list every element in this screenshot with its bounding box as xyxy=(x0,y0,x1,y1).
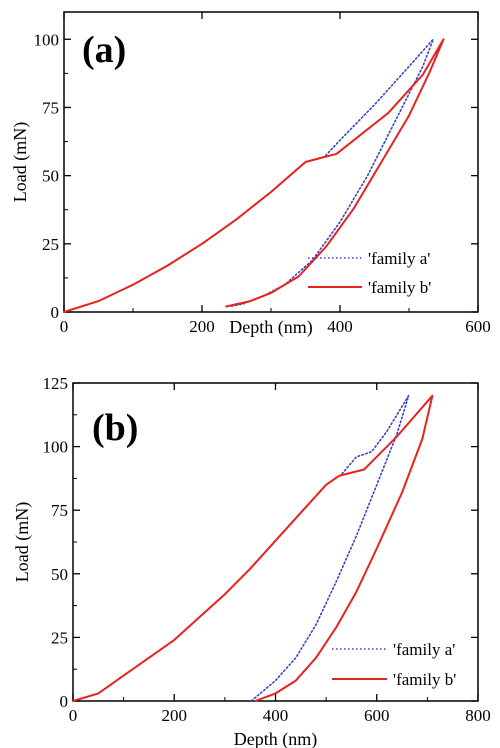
y-axis-label: Load (mN) xyxy=(10,122,31,202)
series-family-b-line xyxy=(63,38,445,313)
legend-label-family-b: 'family b' xyxy=(368,278,431,297)
x-tick-label: 400 xyxy=(263,706,289,725)
y-tick-label: 100 xyxy=(43,438,69,457)
y-tick-label: 75 xyxy=(42,98,59,117)
y-tick-label: 125 xyxy=(43,374,69,393)
y-tick-label: 50 xyxy=(42,167,59,186)
panel-label: (a) xyxy=(82,29,126,71)
y-tick-label: 50 xyxy=(51,565,68,584)
series-family-a-line xyxy=(63,38,434,313)
series-family-b-line xyxy=(72,394,434,702)
x-tick-label: 0 xyxy=(69,706,78,725)
y-tick-label: 25 xyxy=(42,235,59,254)
y-tick-label: 25 xyxy=(51,628,68,647)
y-axis-label: Load (mN) xyxy=(12,502,33,582)
x-axis-label: Depth (nm) xyxy=(229,317,312,338)
y-tick-label: 0 xyxy=(60,692,69,711)
x-tick-label: 400 xyxy=(327,317,353,336)
chart-panel-b: 0 200 400 600 800 0 25 50 75 100 125 Depth (nm) Load… xyxy=(12,374,491,748)
legend-label-family-a: 'family a' xyxy=(393,640,455,659)
legend-label-family-a: 'family a' xyxy=(368,249,430,268)
y-tick-label: 75 xyxy=(51,501,68,520)
y-tick-label: 100 xyxy=(34,30,60,49)
x-tick-label: 200 xyxy=(189,317,215,336)
x-tick-label: 200 xyxy=(162,706,188,725)
x-tick-label: 800 xyxy=(465,706,491,725)
y-tick-label: 0 xyxy=(51,303,60,322)
x-tick-label: 0 xyxy=(60,317,69,336)
legend-label-family-b: 'family b' xyxy=(393,670,456,689)
x-tick-label: 600 xyxy=(465,317,491,336)
x-axis-label: Depth (nm) xyxy=(234,729,317,748)
panel-label: (b) xyxy=(92,407,138,449)
chart-panel-a: 0 200 400 600 0 25 50 75 100 Depth (nm) Load (mN) (… xyxy=(10,11,491,338)
x-tick-label: 600 xyxy=(364,706,390,725)
